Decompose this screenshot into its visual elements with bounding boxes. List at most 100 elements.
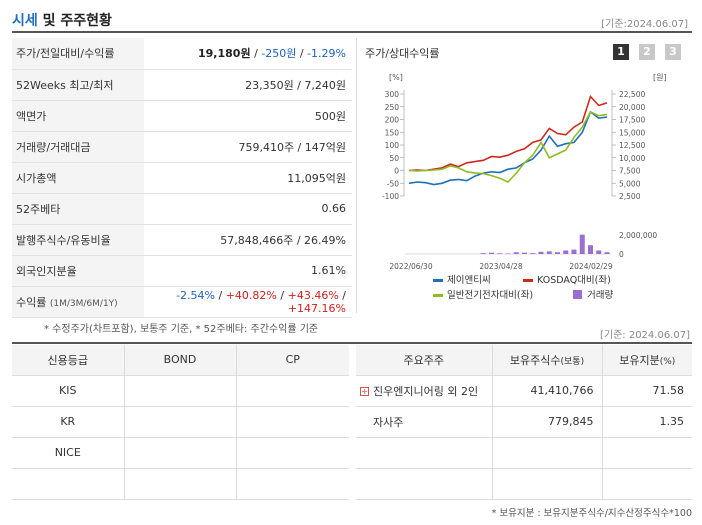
chart-panel: 주가/상대수익률 1 2 3 [%] [원] 300 250 200 150 100 50… — [356, 38, 692, 313]
holder-name-cell: + 진우엔지니어링 외 2인 — [356, 375, 493, 407]
row-label: 52Weeks 최고/최저 — [12, 69, 144, 101]
volume-bar — [604, 252, 610, 254]
table-row: 주가/전일대비/수익률 19,180원 / -250원 / -1.29% — [12, 38, 352, 70]
column-header: CP — [236, 345, 349, 376]
current-price: 19,180원 — [198, 47, 251, 61]
section-title: 시세 및 주주현황 — [12, 10, 112, 30]
pct-header-sub: (%) — [659, 356, 676, 367]
return-1y: +147.16% — [287, 301, 346, 315]
footnote-date: [기준: 2024.06.07] — [599, 330, 690, 341]
column-header: 신용등급 — [12, 345, 125, 376]
left-tick-label: -50 — [387, 179, 399, 188]
left-tick-label: 0 — [394, 167, 399, 176]
volume-bar — [588, 245, 593, 254]
legend-swatch — [433, 294, 443, 297]
separator: / — [250, 47, 262, 61]
holder-shares — [492, 437, 603, 469]
returns-values: -2.54% / +40.82% / +43.46% / +147.16% — [144, 286, 352, 318]
row-label: 52주베타 — [12, 193, 144, 225]
table-row: 외국인지분율 1.61% — [12, 255, 352, 287]
volume-tick-label: 2,000,000 — [619, 231, 657, 240]
holder-shares: 779,845 — [492, 406, 603, 438]
table-row: 52주베타 0.66 — [12, 193, 352, 225]
shares-header: 보유주식수 — [509, 353, 561, 367]
volume-bar — [546, 251, 552, 254]
row-label: 수익률 (1M/3M/6M/1Y) — [12, 286, 144, 318]
row-label: 거래량/거래대금 — [12, 131, 144, 163]
series-line — [408, 110, 608, 186]
holder-pct: 71.58 — [602, 375, 692, 407]
holder-pct — [602, 437, 692, 469]
shares-header-sub: (보통) — [560, 356, 585, 367]
series-line — [408, 94, 608, 172]
return-1m: -2.54% — [176, 288, 215, 302]
left-tick-label: 150 — [385, 128, 400, 137]
expand-plus-icon[interactable]: + — [360, 387, 369, 396]
right-tick-label: 20,000 — [619, 103, 645, 112]
return-6m: +43.46% — [287, 288, 339, 302]
left-tick-label: 100 — [385, 141, 400, 150]
title-rest: 및 주주현황 — [37, 13, 112, 29]
table-header-row: 신용등급 BOND CP — [12, 345, 349, 376]
table-row: NICE — [12, 437, 349, 469]
summary-table: 주가/전일대비/수익률 19,180원 / -250원 / -1.29% 52W… — [12, 38, 352, 318]
price-rate: -1.29% — [307, 47, 346, 61]
volume-bar — [505, 253, 511, 254]
volume-bar — [530, 253, 536, 254]
column-header: BOND — [124, 345, 237, 376]
separator: / — [218, 288, 223, 302]
volume-bar — [538, 251, 544, 254]
cp-cell — [236, 375, 349, 407]
volume-bar — [563, 250, 569, 254]
volume-bar — [571, 249, 577, 254]
row-label: 외국인지분율 — [12, 255, 144, 287]
table-row: 시가총액 11,095억원 — [12, 162, 352, 194]
left-tick-label: 200 — [385, 116, 400, 125]
holder-name — [356, 437, 493, 469]
table-row: 수익률 (1M/3M/6M/1Y) -2.54% / +40.82% / +43… — [12, 286, 352, 318]
agency-cell: KR — [12, 406, 125, 438]
table-row: 발행주식수/유동비율 57,848,466주 / 26.49% — [12, 224, 352, 256]
volume-bar — [489, 252, 494, 254]
shareholder-table: 주요주주 보유주식수(보통) 보유지분(%) + 진우엔지니어링 외 2인 41,… — [356, 345, 692, 500]
pct-header: 보유지분 — [619, 353, 660, 367]
bond-cell — [124, 437, 237, 469]
volume-bar — [497, 253, 503, 254]
right-tick-label: 15,000 — [619, 128, 645, 137]
table-row: 거래량/거래대금 759,410주 / 147억원 — [12, 131, 352, 163]
table-row: 자사주 779,845 1.35 — [356, 406, 692, 438]
right-tick-label: 10,000 — [619, 154, 645, 163]
x-tick-label: 2024/02/29 — [569, 262, 612, 271]
separator: / — [342, 288, 346, 302]
holder-pct: 1.35 — [602, 406, 692, 438]
legend-swatch — [433, 279, 443, 282]
volume-bar — [480, 253, 486, 254]
row-value: 1.61% — [144, 255, 352, 287]
volume-bar — [522, 252, 527, 254]
row-label: 액면가 — [12, 100, 144, 132]
left-tick-label: 250 — [385, 103, 400, 112]
chart-title: 주가/상대수익률 — [365, 47, 440, 60]
right-tick-label: 17,500 — [619, 116, 645, 125]
legend-label: 일반전기전자대비(좌) — [447, 290, 533, 301]
cp-cell — [236, 406, 349, 438]
right-axis-unit: [원] — [653, 73, 667, 82]
base-date: [기준:2024.06.07] — [601, 19, 688, 30]
chart-page-2-button[interactable]: 2 — [639, 44, 655, 60]
row-value: 57,848,466주 / 26.49% — [144, 224, 352, 256]
row-value: 23,350원 / 7,240원 — [144, 69, 352, 101]
holder-shares — [492, 468, 603, 500]
row-label: 시가총액 — [12, 162, 144, 194]
chart-page-1-button[interactable]: 1 — [613, 44, 629, 60]
title-accent: 시세 — [12, 13, 38, 29]
table-row: + 진우엔지니어링 외 2인 41,410,766 71.58 — [356, 375, 692, 407]
column-header: 보유지분(%) — [602, 345, 692, 376]
chart-page-3-button[interactable]: 3 — [665, 44, 681, 60]
volume-bar — [555, 252, 560, 254]
credit-rating-table: 신용등급 BOND CP KIS KR NICE — [12, 345, 349, 500]
row-value: 759,410주 / 147억원 — [144, 131, 352, 163]
table-row — [356, 437, 692, 469]
bond-cell — [124, 468, 237, 500]
table-row — [12, 468, 349, 500]
price-change: -250원 — [261, 47, 297, 61]
